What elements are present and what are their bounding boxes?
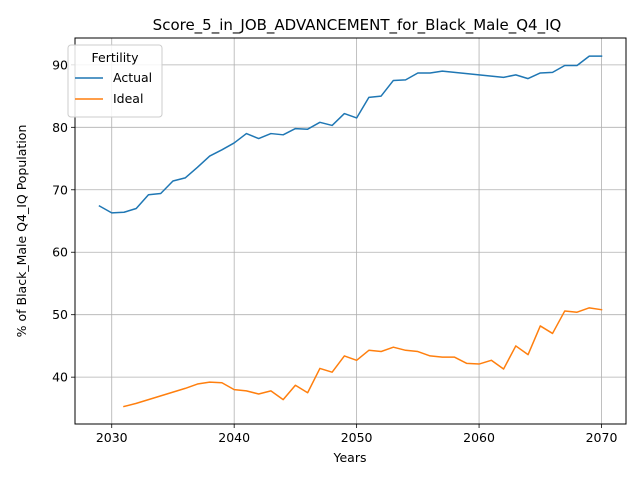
series-line-ideal xyxy=(123,307,603,408)
grid xyxy=(75,38,626,424)
x-axis: 2030 2040 2050 2060 2070 xyxy=(96,424,618,445)
x-tick-label: 2030 xyxy=(96,430,128,445)
plot-frame xyxy=(74,37,627,425)
y-axis-label: % of Black_Male Q4_IQ Population xyxy=(14,125,29,338)
legend-label-actual: Actual xyxy=(113,70,152,85)
chart-title: Score_5_in_JOB_ADVANCEMENT_for_Black_Mal… xyxy=(153,16,562,35)
legend: Fertility Actual Ideal xyxy=(67,44,163,118)
y-tick-label: 70 xyxy=(52,182,68,197)
x-tick-label: 2070 xyxy=(586,430,618,445)
y-tick-label: 40 xyxy=(52,370,68,385)
series-layer xyxy=(98,55,603,408)
series-line-actual xyxy=(98,55,603,214)
y-tick-label: 60 xyxy=(52,245,68,260)
legend-label-ideal: Ideal xyxy=(113,91,143,106)
y-tick-label: 80 xyxy=(52,120,68,135)
legend-title: Fertility xyxy=(92,50,140,65)
x-axis-label: Years xyxy=(333,450,367,465)
y-tick-label: 50 xyxy=(52,307,68,322)
x-tick-label: 2060 xyxy=(463,430,495,445)
y-tick-label: 90 xyxy=(52,57,68,72)
x-tick-label: 2040 xyxy=(218,430,250,445)
y-axis: 40 50 60 70 80 90 xyxy=(52,57,75,385)
x-tick-label: 2050 xyxy=(341,430,373,445)
